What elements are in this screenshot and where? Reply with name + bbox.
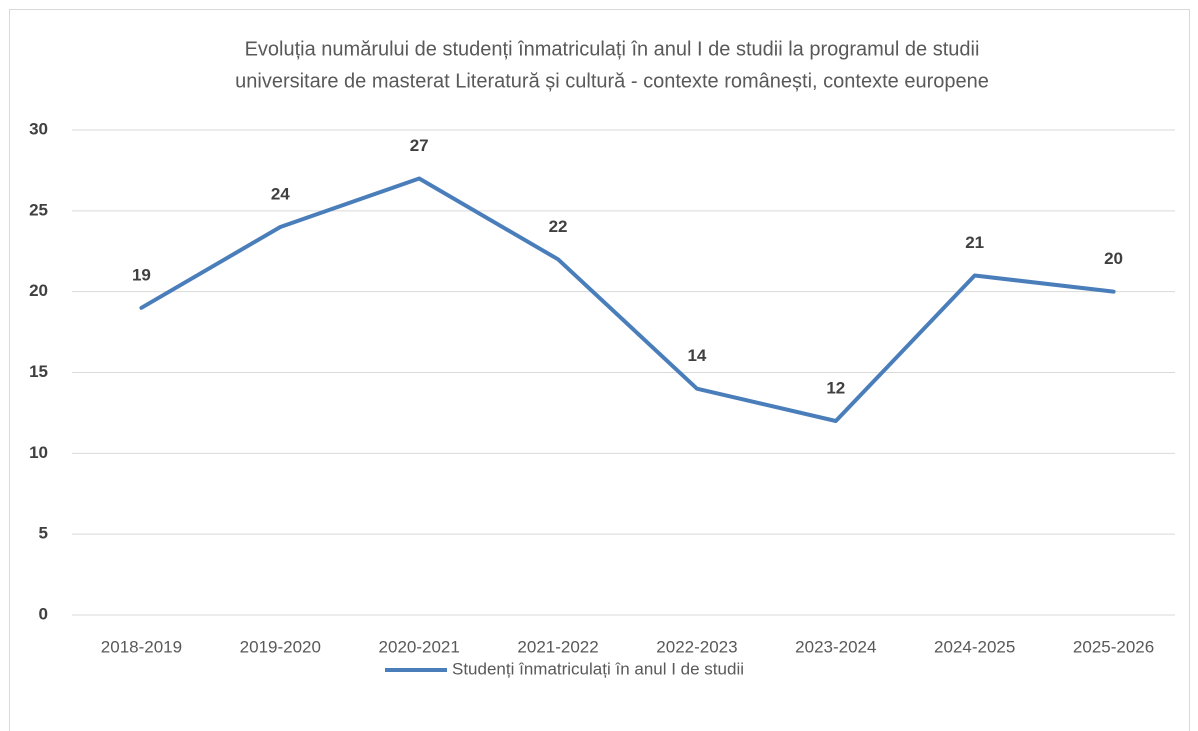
y-tick-label: 25: [29, 200, 48, 219]
x-tick-label: 2023-2024: [795, 637, 876, 656]
x-tick-label: 2025-2026: [1073, 637, 1154, 656]
data-label: 14: [687, 346, 706, 365]
x-tick-label: 2018-2019: [101, 637, 182, 656]
series-line: [139, 176, 1116, 423]
x-tick-label: 2020-2021: [379, 637, 460, 656]
data-label: 27: [410, 136, 429, 155]
y-tick-label: 30: [29, 119, 48, 138]
data-label: 24: [271, 184, 290, 203]
x-tick-label: 2021-2022: [517, 637, 598, 656]
chart-title: Evoluția numărului de studenți înmatricu…: [245, 38, 980, 60]
y-tick-label: 10: [29, 443, 48, 462]
legend-label: Studenți înmatriculați în anul I de stud…: [452, 659, 744, 678]
data-label: 12: [826, 378, 845, 397]
y-tick-label: 20: [29, 281, 48, 300]
y-tick-label: 15: [29, 362, 48, 381]
data-label: 21: [965, 233, 984, 252]
x-tick-label: 2019-2020: [240, 637, 321, 656]
y-tick-label: 0: [39, 604, 48, 623]
x-tick-label: 2024-2025: [934, 637, 1015, 656]
data-label: 20: [1104, 249, 1123, 268]
x-tick-label: 2022-2023: [656, 637, 737, 656]
chart-frame: [9, 9, 1190, 731]
y-tick-label: 5: [39, 524, 48, 543]
data-label: 22: [549, 217, 568, 236]
data-label: 19: [132, 265, 151, 284]
chart-title: universitare de masterat Literatură și c…: [235, 70, 989, 92]
